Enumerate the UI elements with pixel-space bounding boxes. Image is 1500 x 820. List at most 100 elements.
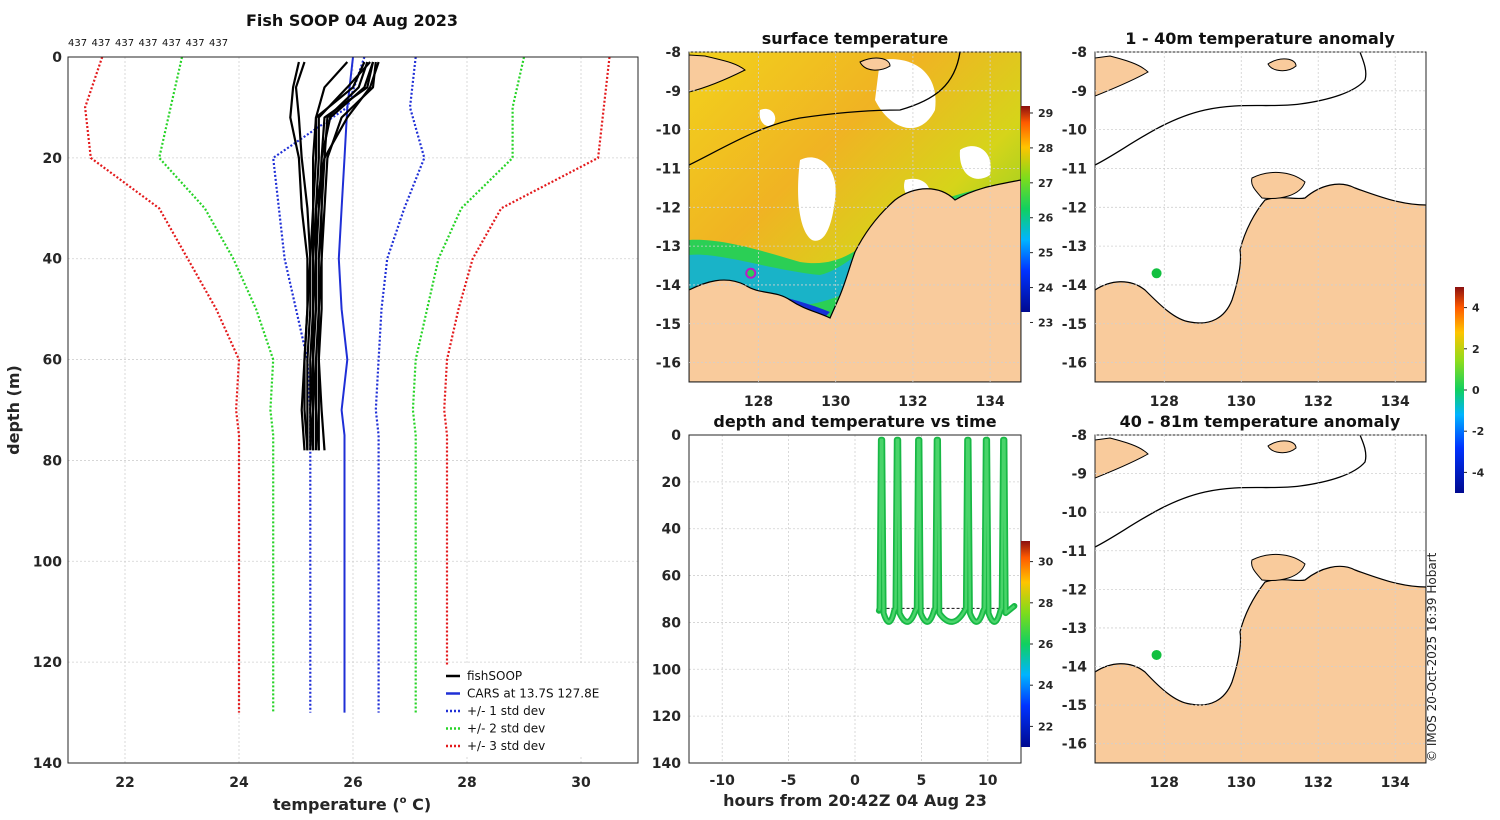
fishsoop-cast-line	[289, 61, 309, 451]
anom-shallow-x-ticks: 128 130 132 134	[1150, 52, 1410, 410]
colorbar-tick-label: 2	[1472, 343, 1480, 356]
profile-title: Fish SOOP 04 Aug 2023	[246, 11, 458, 30]
map-y-tick-label: -14	[1062, 278, 1088, 294]
fishsoop-cast-line	[314, 61, 369, 451]
y-tick-label: 80	[662, 615, 682, 631]
legend-label: +/- 3 std dev	[467, 739, 545, 753]
profile-lines	[83, 56, 611, 713]
x-tick-label: -10	[710, 773, 736, 789]
colorbar-tick-label: 30	[1038, 556, 1054, 569]
copyright-footer: © IMOS 20-Oct-2025 16:39 Hobart	[1425, 552, 1439, 762]
anom-deep-land-cape	[1251, 554, 1306, 581]
anom-shallow-y-ticks: -8 -9 -10 -11 -12 -13 -14 -15 -16	[1062, 45, 1426, 372]
sst-y-ticks: -8 -9 -10 -11 -12 -13 -14 -15 -16	[656, 45, 1021, 372]
map-x-tick-label: 132	[898, 394, 927, 410]
sst-land-australia	[689, 179, 1021, 382]
fishsoop-cast-line	[317, 61, 375, 451]
map-y-tick-label: -16	[656, 356, 681, 372]
colorbar-tick-label: 0	[1472, 384, 1480, 397]
anom-shallow-panel: 1 - 40m temperature anomaly -8 -9 -10 -11 -1…	[1062, 29, 1427, 410]
fishsoop-cast-line	[312, 61, 366, 451]
legend-label: +/- 1 std dev	[467, 704, 545, 718]
map-y-tick-label: -15	[1062, 698, 1087, 714]
colorbar-tick-label: 29	[1038, 107, 1053, 120]
anom-shallow-bathy-contour	[1095, 52, 1367, 166]
anom-deep-y-ticks: -8 -9 -10 -11 -12 -13 -14 -15 -16	[1062, 428, 1426, 753]
map-y-tick-label: -11	[656, 161, 681, 177]
sst-bathy-contour	[689, 52, 961, 166]
sst-land-island	[859, 57, 891, 71]
map-x-tick-label: 128	[744, 394, 773, 410]
anom-deep-land-island	[1267, 440, 1297, 454]
colorbar-tick-label: 28	[1038, 597, 1053, 610]
anom-shallow-title: 1 - 40m temperature anomaly	[1125, 29, 1395, 48]
x-tick-label: 24	[229, 775, 249, 791]
anom-shallow-land-island	[1267, 58, 1297, 72]
colorbar-tick-label: 26	[1038, 212, 1054, 225]
anom-shallow-land-australia	[1095, 183, 1426, 382]
depth-time-panel: depth and temperature vs time -10 -5 0 5 10 …	[652, 412, 1054, 810]
map-x-tick-label: 132	[1304, 394, 1333, 410]
colorbar-tick-label: 26	[1038, 638, 1054, 651]
map-y-tick-label: -15	[656, 317, 681, 333]
legend-label: +/- 2 std dev	[467, 722, 545, 736]
depth-time-y-ticks: 0 20 40 60 80 100 120 140	[652, 428, 681, 772]
map-y-tick-label: -8	[665, 45, 681, 61]
colorbar-tick-label: 4	[1472, 302, 1480, 315]
y-tick-label: 40	[662, 522, 682, 538]
x-tick-label: 26	[343, 775, 362, 791]
depth-trace-highlight	[877, 438, 1016, 624]
x-tick-label: 5	[917, 773, 927, 789]
colorbar-tick-label: -4	[1472, 466, 1485, 479]
map-y-tick-label: -14	[1062, 660, 1088, 676]
cars-mean-line	[337, 56, 354, 713]
anomaly-colorbar: -4 -2 0 2 4	[1455, 287, 1485, 493]
anom-deep-location-marker	[1151, 649, 1162, 660]
anom-deep-panel: 40 - 81m temperature anomaly -8-9-10-11-…	[1062, 412, 1427, 791]
anom-deep-bathy-contour	[1095, 435, 1367, 548]
sst-location-marker	[745, 267, 757, 279]
y-tick-label: 80	[43, 453, 63, 469]
map-y-tick-label: -15	[1062, 317, 1087, 333]
colorbar-tick-label: -2	[1472, 425, 1484, 438]
y-tick-label: 120	[33, 655, 62, 671]
y-tick-label: 40	[43, 252, 63, 268]
map-x-tick-label: 130	[821, 394, 850, 410]
count-label: 437	[186, 38, 205, 49]
profile-x-label: temperature (o C)	[273, 795, 431, 814]
map-y-tick-label: -9	[1071, 467, 1087, 483]
anom-deep-land-timor	[1095, 437, 1149, 479]
y-tick-label: 20	[662, 475, 682, 491]
profile-panel: Fish SOOP 04 Aug 2023 437 437 437 437 437 437…	[4, 11, 639, 814]
y-tick-label: 140	[33, 756, 62, 772]
y-tick-label: 0	[52, 50, 62, 66]
anom-deep-x-ticks: 128 130 132 134	[1150, 435, 1410, 791]
depth-time-colorbar-ticks: 22 24 26 28 30	[1030, 556, 1054, 733]
count-label: 437	[139, 38, 158, 49]
x-tick-label: 30	[571, 775, 591, 791]
anom-deep-land-australia	[1095, 565, 1426, 763]
count-label: 437	[68, 38, 87, 49]
legend: fishSOOP CARS at 13.7S 127.8E +/- 1 std de…	[441, 665, 613, 757]
map-y-tick-label: -9	[665, 84, 681, 100]
x-tick-label: -5	[781, 773, 797, 789]
map-x-tick-label: 132	[1304, 775, 1333, 791]
anom-shallow-land-cape	[1251, 172, 1306, 199]
colorbar-tick-label: 23	[1038, 316, 1053, 329]
legend-label: CARS at 13.7S 127.8E	[467, 687, 599, 701]
x-tick-label: 28	[457, 775, 476, 791]
legend-label: fishSOOP	[467, 669, 522, 683]
map-y-tick-label: -8	[1071, 428, 1087, 444]
map-y-tick-label: -13	[656, 239, 681, 255]
count-label: 437	[209, 38, 228, 49]
map-y-tick-label: -10	[656, 123, 682, 139]
std2-right-line	[411, 56, 526, 713]
map-y-tick-label: -10	[1062, 505, 1088, 521]
y-tick-label: 0	[671, 428, 681, 444]
map-y-tick-label: -14	[656, 278, 682, 294]
colorbar-tick-label: 22	[1038, 720, 1053, 733]
count-labels: 437 437 437 437 437 437 437	[68, 38, 228, 49]
count-label: 437	[162, 38, 181, 49]
map-y-tick-label: -12	[1062, 200, 1087, 216]
sst-map	[689, 52, 1021, 382]
